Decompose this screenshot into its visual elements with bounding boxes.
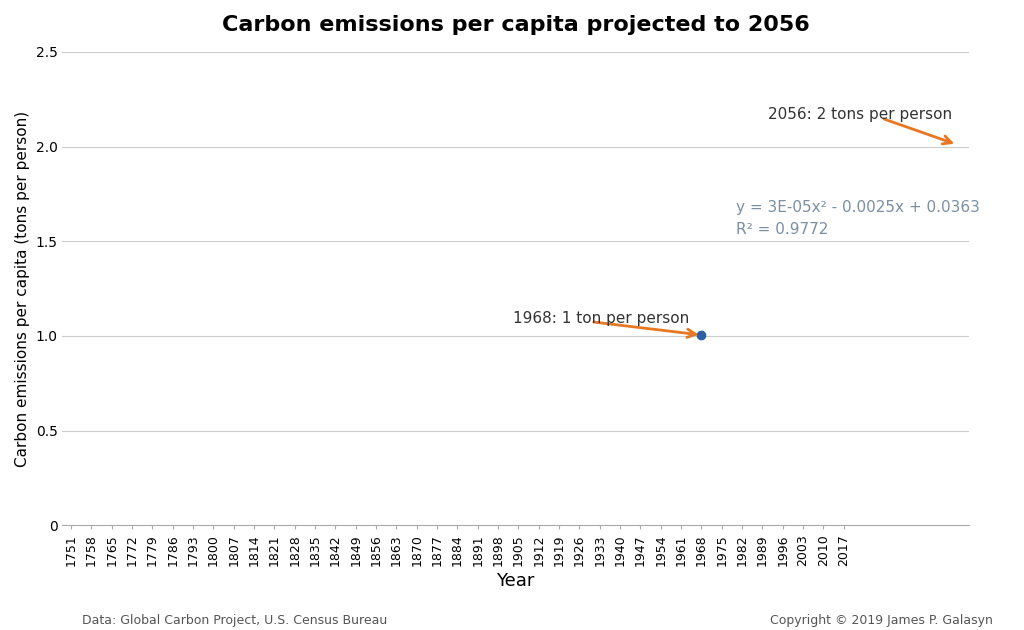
Y-axis label: Carbon emissions per capita (tons per person): Carbon emissions per capita (tons per pe… <box>15 110 30 467</box>
Text: 1968: 1 ton per person: 1968: 1 ton per person <box>513 311 689 326</box>
Title: Carbon emissions per capita projected to 2056: Carbon emissions per capita projected to… <box>221 15 809 35</box>
Text: Copyright © 2019 James P. Galasyn: Copyright © 2019 James P. Galasyn <box>770 614 993 627</box>
Text: y = 3E-05x² - 0.0025x + 0.0363
R² = 0.9772: y = 3E-05x² - 0.0025x + 0.0363 R² = 0.97… <box>736 200 980 237</box>
X-axis label: Year: Year <box>497 572 535 590</box>
Text: Data: Global Carbon Project, U.S. Census Bureau: Data: Global Carbon Project, U.S. Census… <box>82 614 387 627</box>
Text: 2056: 2 tons per person: 2056: 2 tons per person <box>768 107 952 122</box>
